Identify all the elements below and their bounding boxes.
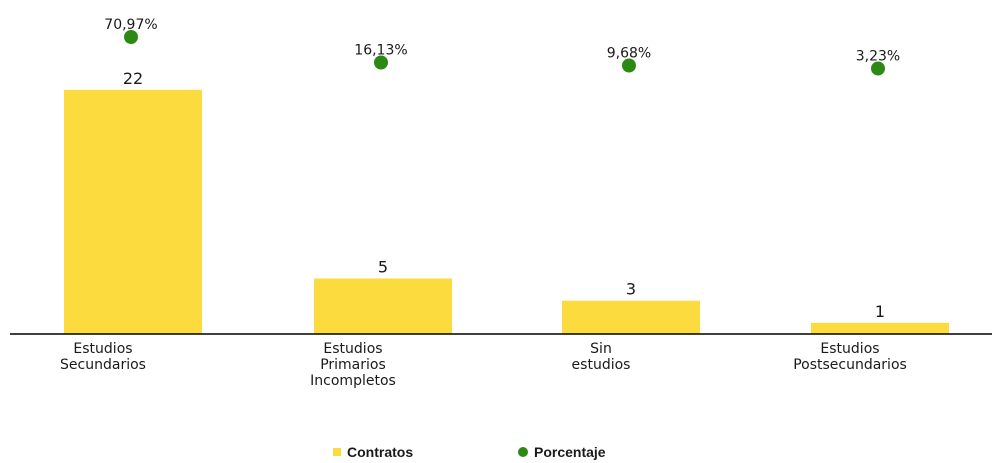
bar-2 [562,300,700,334]
legend-item-porcentaje: Porcentaje [518,444,606,460]
legend-label-contratos: Contratos [347,444,414,460]
point-0 [124,29,138,44]
category-label-1: Estudios Primarios Incompletos [310,341,396,389]
bar-value-label-0: 22 [123,69,143,88]
category-label-0-line-1: Secundarios [60,357,146,373]
bars-layer: 22 5 3 1 [64,69,949,334]
legend-item-contratos: Contratos [333,444,413,460]
bar-value-label-3: 1 [875,302,885,321]
bar-3 [811,322,949,334]
legend-swatch-contratos [333,448,341,456]
point-value-label-0: 70,97% [104,17,157,33]
category-label-3-line-0: Estudios [820,341,879,357]
point-value-label-3: 3,23% [856,48,900,64]
point-value-label-2: 9,68% [607,45,651,61]
category-label-1-line-1: Primarios [320,357,386,373]
point-2 [622,58,636,73]
points-layer: 70,97% 16,13% 9,68% 3,23% [104,17,900,76]
bar-value-label-2: 3 [626,280,636,299]
legend: Contratos Porcentaje [0,444,992,463]
category-label-0-line-0: Estudios [73,341,132,357]
point-3 [871,61,885,76]
legend-swatch-porcentaje [518,447,528,457]
category-label-1-line-0: Estudios [323,341,382,357]
category-label-3: Estudios Postsecundarios [793,341,907,373]
legend-label-porcentaje: Porcentaje [534,444,606,460]
point-1 [374,55,388,70]
category-label-2-line-1: estudios [572,357,631,373]
category-label-1-line-2: Incompletos [310,373,396,389]
bar-value-label-1: 5 [378,258,388,277]
category-label-0: Estudios Secundarios [60,341,146,373]
category-label-3-line-1: Postsecundarios [793,357,907,373]
category-label-2-line-0: Sin [590,341,612,357]
category-label-2: Sin estudios [572,341,631,373]
point-value-label-1: 16,13% [354,42,407,58]
bar-0 [64,89,202,334]
bar-1 [314,278,452,334]
